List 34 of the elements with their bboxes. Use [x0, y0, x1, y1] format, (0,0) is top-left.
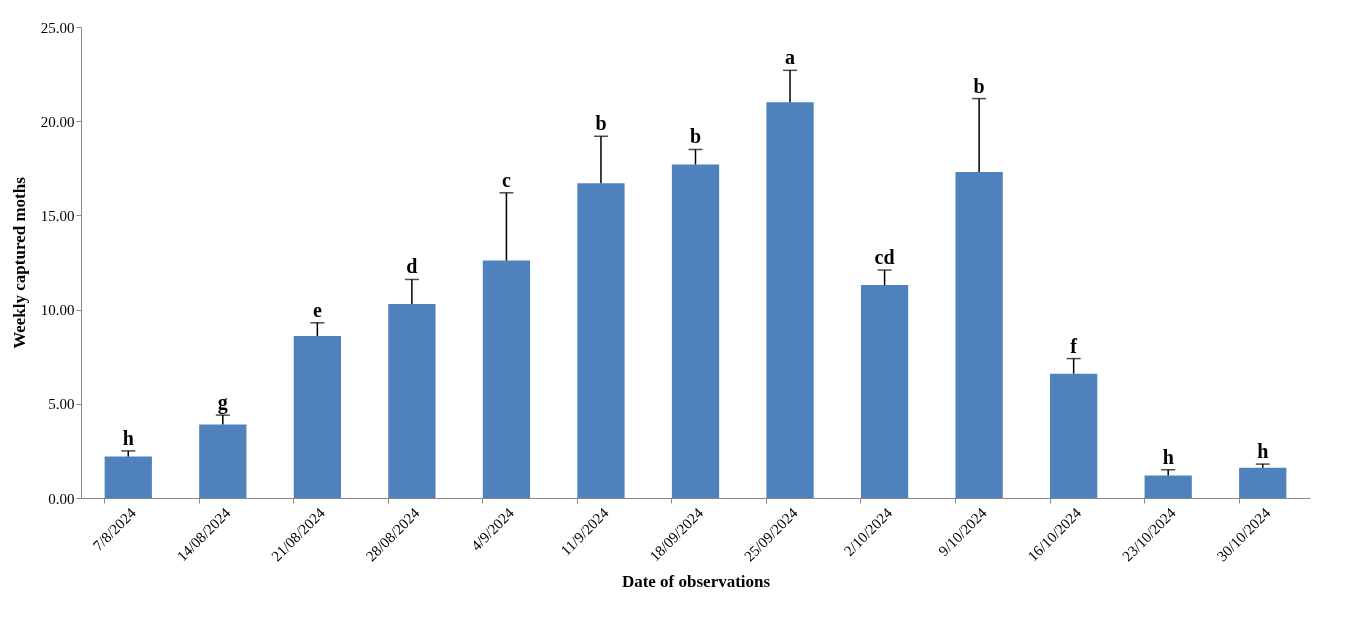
bar — [860, 285, 909, 498]
bar — [482, 260, 531, 498]
annotation: h — [1162, 445, 1174, 468]
annotation: a — [785, 46, 796, 69]
annotation: h — [1257, 440, 1269, 463]
x-axis-title: Date of observations — [621, 572, 771, 592]
bar — [955, 172, 1003, 498]
bar — [1239, 467, 1287, 498]
y-tick-label: 25.00 — [40, 19, 75, 36]
bar — [577, 183, 625, 498]
y-axis-title: Weekly captured moths — [9, 176, 29, 349]
bar — [1050, 373, 1098, 498]
annotation: cd — [874, 246, 895, 269]
annotation: g — [217, 391, 228, 415]
y-tick-label: 20.00 — [40, 113, 75, 130]
bar — [293, 335, 341, 498]
annotation: b — [689, 125, 702, 148]
bar — [388, 303, 436, 498]
y-tick-label: 15.00 — [40, 207, 75, 224]
y-tick-label: 5.00 — [48, 396, 75, 413]
bar — [199, 424, 247, 498]
annotation: h — [122, 426, 134, 449]
y-tick-label: 0.00 — [48, 490, 75, 507]
annotation: f — [1070, 334, 1078, 357]
annotation: e — [312, 298, 322, 321]
bar — [1144, 475, 1192, 498]
bar — [766, 102, 814, 498]
bar — [671, 164, 720, 498]
bar — [104, 456, 152, 498]
annotation: b — [595, 112, 607, 135]
annotation: d — [406, 255, 418, 278]
annotation: c — [501, 168, 511, 191]
annotation: b — [973, 74, 985, 97]
y-tick-label: 10.00 — [40, 302, 75, 319]
